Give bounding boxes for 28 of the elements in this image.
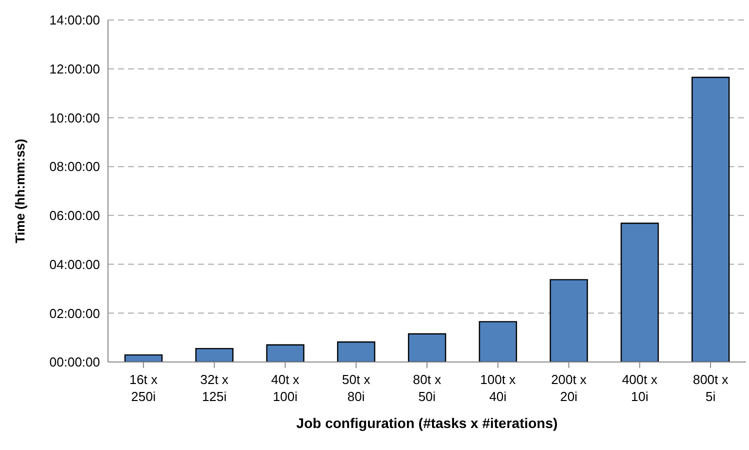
x-tick-label: 800t x 5i xyxy=(692,372,729,404)
y-tick-label: 10:00:00 xyxy=(49,110,100,126)
bar xyxy=(266,344,304,362)
x-axis-title: Job configuration (#tasks x #iterations) xyxy=(296,415,558,431)
y-axis-title: Time (hh:mm:ss) xyxy=(12,138,28,244)
bar xyxy=(195,348,234,362)
y-tick-label: 12:00:00 xyxy=(49,61,100,76)
bar xyxy=(124,354,163,362)
x-tick-label: 80t x 50i xyxy=(412,372,442,404)
bar xyxy=(692,76,730,362)
x-tick-label: 400t x 10i xyxy=(622,372,658,404)
y-tick-label: 02:00:00 xyxy=(49,306,100,321)
y-tick-label: 08:00:00 xyxy=(49,159,100,174)
bar xyxy=(620,222,659,362)
y-tick-label: 00:00:00 xyxy=(49,354,100,370)
y-tick-label: 04:00:00 xyxy=(49,256,100,272)
x-tick-label: 32t x 125i xyxy=(200,372,229,404)
bar xyxy=(408,333,446,362)
y-tick-label: 06:00:00 xyxy=(49,208,100,224)
bar xyxy=(550,279,588,362)
x-tick-label: 100t x 40i xyxy=(480,372,516,404)
x-tick-label: 200t x 20i xyxy=(551,372,587,404)
x-tick-label: 16t x 250i xyxy=(129,372,158,404)
x-tick-label: 40t x 100i xyxy=(271,372,300,404)
x-tick-label: 50t x 80i xyxy=(342,372,371,404)
y-tick-label: 14:00:00 xyxy=(49,12,100,28)
bar xyxy=(478,321,518,362)
bar xyxy=(337,341,376,362)
